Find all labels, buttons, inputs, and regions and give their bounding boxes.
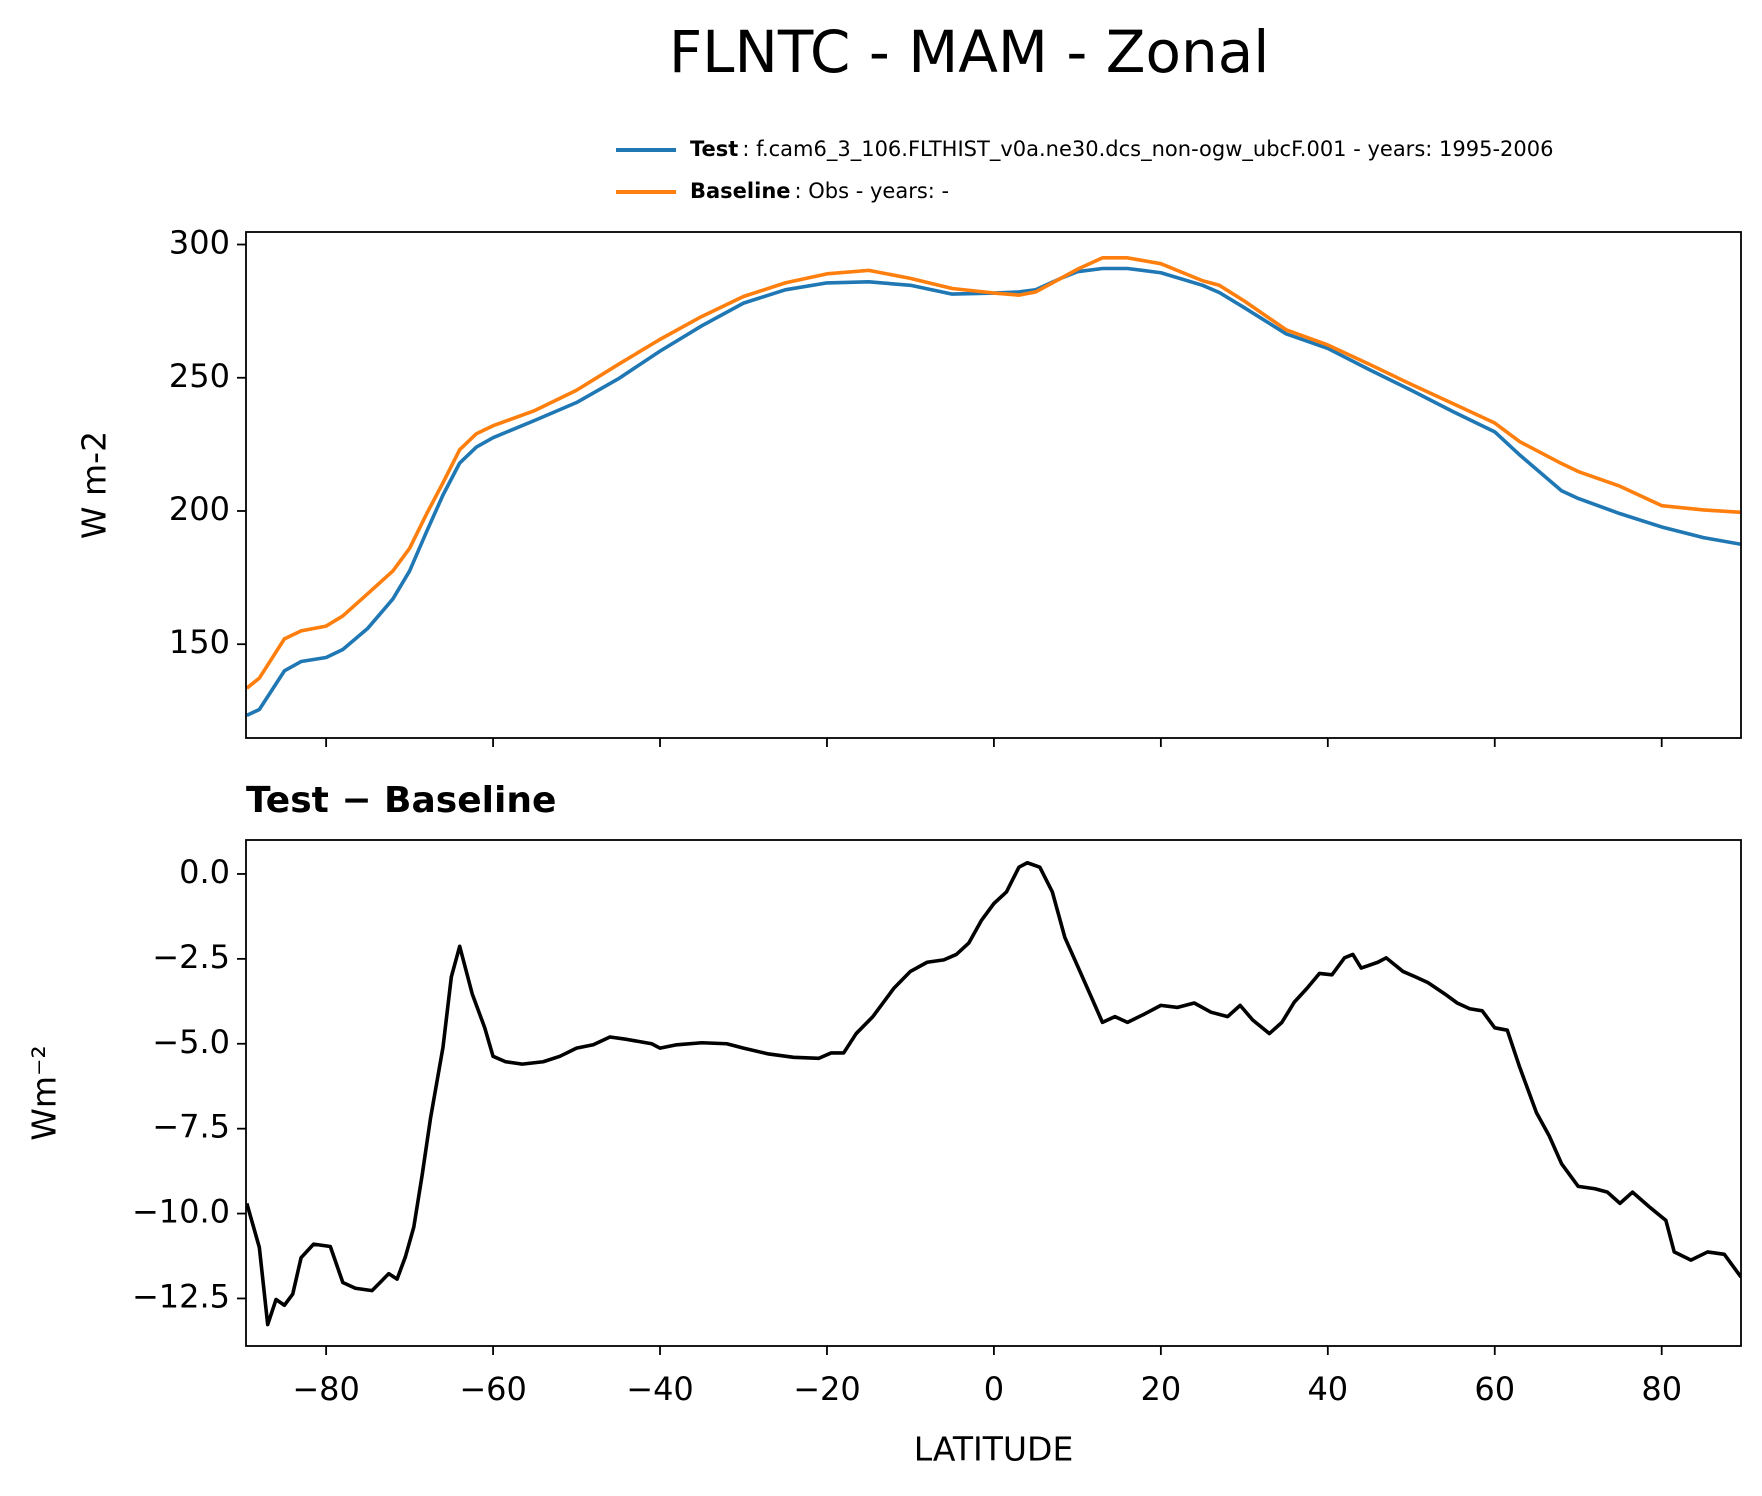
y-tick-label: 150 xyxy=(169,623,230,661)
axes-frame xyxy=(245,839,1742,1347)
x-tick-label: −60 xyxy=(459,1370,527,1408)
subplot-title: Test − Baseline xyxy=(246,780,556,821)
x-tick-label: 20 xyxy=(1141,1370,1182,1408)
y-axis-label: W m-2 xyxy=(75,431,114,539)
y-tick-label: −12.5 xyxy=(132,1277,230,1315)
x-axis-label: LATITUDE xyxy=(914,1430,1074,1469)
y-tick-label: 0.0 xyxy=(179,853,230,891)
legend-entry: Test: f.cam6_3_106.FLTHIST_v0a.ne30.dcs_… xyxy=(690,137,1553,162)
x-tick-label: 40 xyxy=(1307,1370,1348,1408)
legend-text: : f.cam6_3_106.FLTHIST_v0a.ne30.dcs_non-… xyxy=(742,137,1553,162)
y-axis-label: Wm⁻² xyxy=(25,1045,64,1140)
y-tick-label: −7.5 xyxy=(152,1108,230,1146)
legend-text: : Obs - years: - xyxy=(795,179,950,203)
y-tick-label: 300 xyxy=(169,224,230,262)
x-tick-label: 60 xyxy=(1474,1370,1515,1408)
data-line xyxy=(246,266,1741,717)
x-tick-label: −80 xyxy=(292,1370,360,1408)
data-line xyxy=(246,256,1741,690)
y-tick-label: 200 xyxy=(169,490,230,528)
x-tick-label: −20 xyxy=(793,1370,861,1408)
x-tick-label: −40 xyxy=(626,1370,694,1408)
y-tick-label: −2.5 xyxy=(152,938,230,976)
y-tick-label: −10.0 xyxy=(132,1193,230,1231)
legend-name: Baseline xyxy=(690,179,791,203)
legend-entry: Baseline: Obs - years: - xyxy=(690,179,949,203)
y-tick-label: −5.0 xyxy=(152,1023,230,1061)
figure-title: FLNTC - MAM - Zonal xyxy=(669,18,1270,86)
y-tick-label: 250 xyxy=(169,357,230,395)
x-tick-label: 0 xyxy=(984,1370,1004,1408)
x-tick-label: 80 xyxy=(1641,1370,1682,1408)
axes-frame xyxy=(245,231,1742,739)
data-line xyxy=(246,860,1741,1327)
legend-name: Test xyxy=(690,137,738,161)
